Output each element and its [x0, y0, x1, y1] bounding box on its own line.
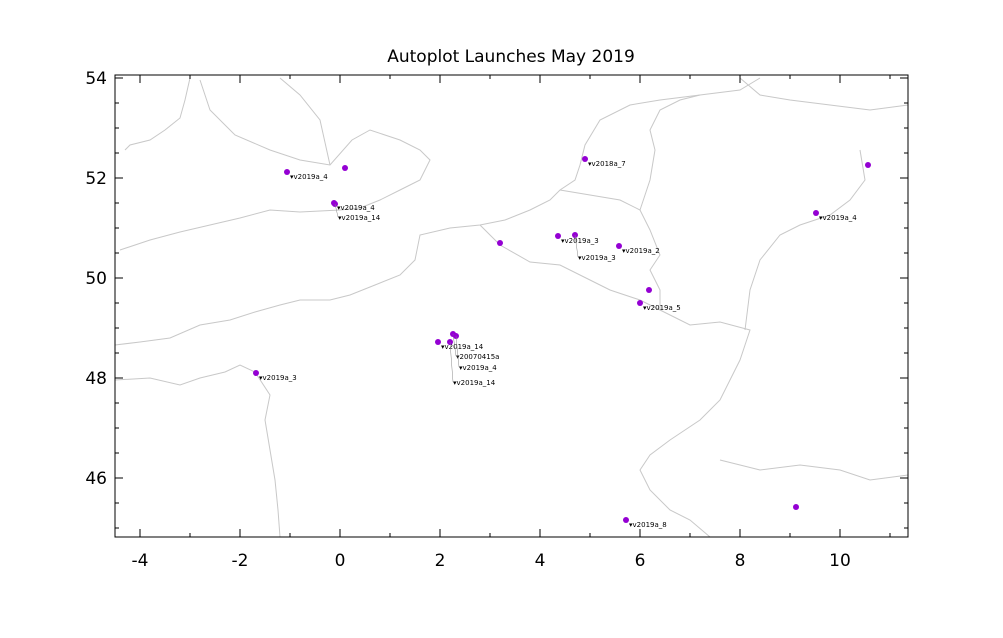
x-tick-label: 8 [735, 551, 746, 571]
data-point [497, 240, 503, 246]
chart-title: Autoplot Launches May 2019 [387, 47, 635, 67]
point-label: ▾v2019a_4 [819, 214, 857, 222]
point-label: ▾v2019a_8 [629, 521, 667, 529]
x-tick-label: 6 [635, 551, 646, 571]
label-leader-line [334, 203, 339, 218]
data-point [555, 233, 561, 239]
x-tick-label: 4 [535, 551, 546, 571]
data-point [793, 504, 799, 510]
data-point [616, 243, 622, 249]
label-leader-line [574, 234, 579, 258]
point-label: ▾v2019a_4 [337, 204, 375, 212]
data-point [813, 210, 819, 216]
x-tick-label: 2 [435, 551, 446, 571]
point-label: ▾v2019a_4 [459, 364, 497, 372]
point-label: ▾v2019a_2 [622, 247, 660, 255]
data-point [435, 339, 441, 345]
point-label: ▾v2018a_7 [588, 160, 626, 168]
label-leader-line [452, 333, 457, 357]
point-label: ▾v2019a_3 [259, 374, 297, 382]
point-label: ▾v2019a_4 [290, 173, 328, 181]
data-point [623, 517, 629, 523]
x-tick-label: -2 [232, 551, 249, 571]
y-tick-label: 54 [85, 69, 107, 89]
x-tick-label: 10 [829, 551, 851, 571]
label-leader-line [455, 335, 460, 368]
data-point [646, 287, 652, 293]
data-point [253, 370, 259, 376]
data-point [342, 165, 348, 171]
data-point [637, 300, 643, 306]
y-tick-label: 52 [85, 169, 107, 189]
data-points: ▾v2019a_4 ▾v2019a_4 ▾v2019a_14 ▾v2019a_3 ▾v2… [253, 156, 871, 529]
data-point [284, 169, 290, 175]
y-tick-label: 46 [85, 469, 107, 489]
point-label: ▾v2019a_3 [561, 237, 599, 245]
x-tick-label: 0 [335, 551, 346, 571]
x-tick-label: -4 [132, 551, 149, 571]
point-label: ▾20070415a [456, 353, 499, 361]
plot-frame [114, 74, 909, 538]
data-point [582, 156, 588, 162]
label-leader-line [449, 341, 454, 383]
y-tick-label: 50 [85, 269, 107, 289]
point-label: ▾v2019a_14 [453, 379, 496, 387]
map-background [114, 77, 909, 538]
y-tick-label: 48 [85, 369, 107, 389]
data-point [865, 162, 871, 168]
point-label: ▾v2019a_5 [643, 304, 681, 312]
point-label: ▾v2019a_14 [338, 214, 381, 222]
point-label: ▾v2019a_14 [441, 343, 484, 351]
point-label: ▾v2019a_3 [578, 254, 616, 262]
